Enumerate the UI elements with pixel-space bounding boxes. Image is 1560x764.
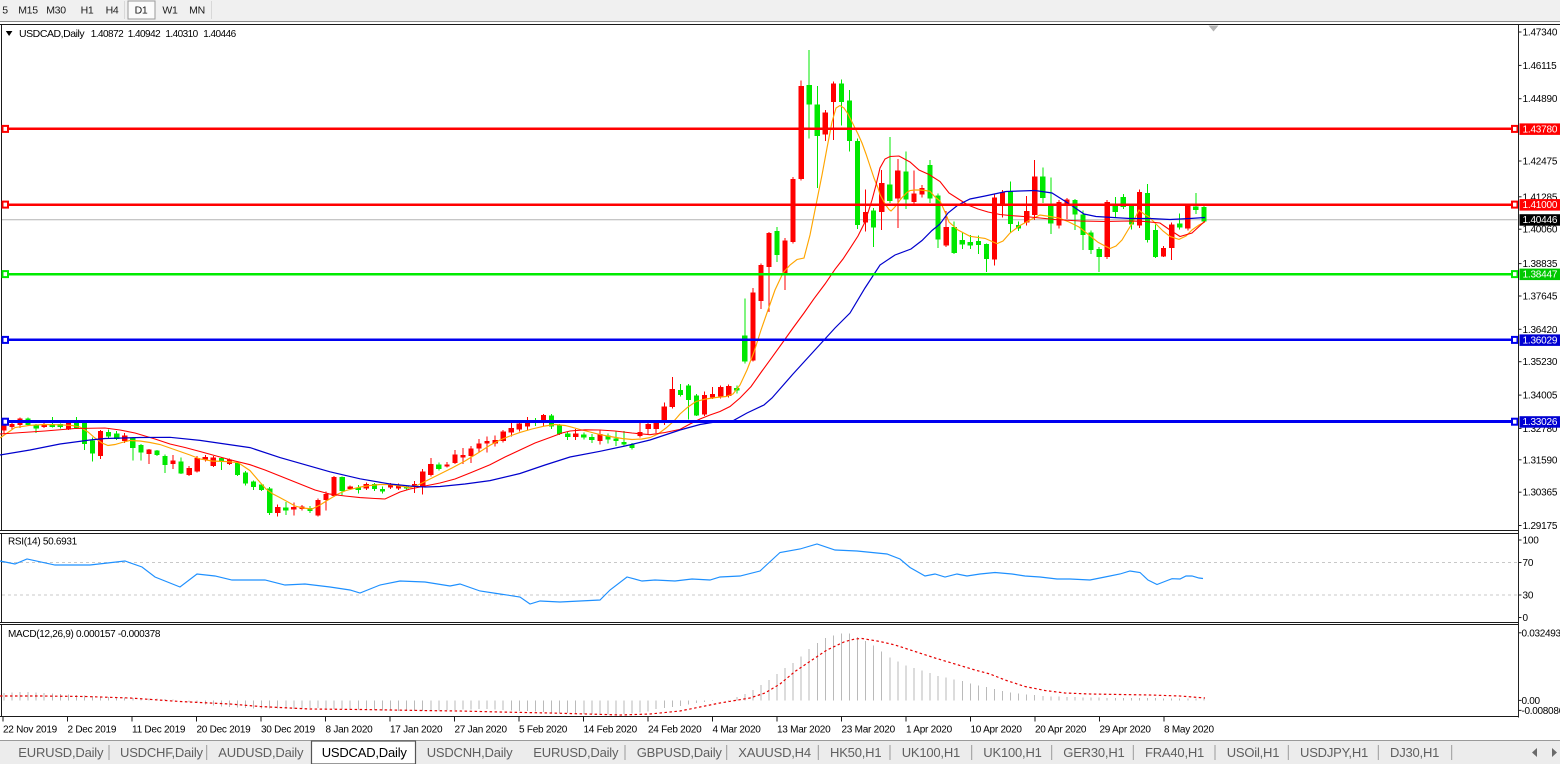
svg-text:USDCNH,Daily: USDCNH,Daily <box>427 745 513 760</box>
svg-text:1.36420: 1.36420 <box>1523 325 1558 336</box>
svg-text:1.38447: 1.38447 <box>1523 270 1558 281</box>
svg-text:27 Jan 2020: 27 Jan 2020 <box>455 725 508 736</box>
svg-text:1 Apr 2020: 1 Apr 2020 <box>906 725 953 736</box>
svg-text:100: 100 <box>1523 536 1540 547</box>
svg-text:1.41000: 1.41000 <box>1523 200 1558 211</box>
svg-text:HK50,H1: HK50,H1 <box>830 745 881 760</box>
svg-text:-0.008086: -0.008086 <box>1522 706 1560 717</box>
svg-text:1.40446: 1.40446 <box>203 29 236 40</box>
svg-text:1.35230: 1.35230 <box>1523 357 1558 368</box>
svg-text:1.37645: 1.37645 <box>1523 292 1558 303</box>
svg-text:H1: H1 <box>81 5 94 17</box>
svg-text:UK100,H1: UK100,H1 <box>902 745 960 760</box>
svg-text:4 Mar 2020: 4 Mar 2020 <box>713 725 762 736</box>
svg-text:5: 5 <box>2 5 8 17</box>
svg-text:10 Apr 2020: 10 Apr 2020 <box>971 725 1023 736</box>
svg-text:23 Mar 2020: 23 Mar 2020 <box>842 725 896 736</box>
svg-text:MACD(12,26,9) 0.000157 -0.0003: MACD(12,26,9) 0.000157 -0.000378 <box>8 629 161 640</box>
svg-text:GBPUSD,Daily: GBPUSD,Daily <box>637 745 723 760</box>
svg-text:USDCHF,Daily: USDCHF,Daily <box>120 745 204 760</box>
svg-text:0.00: 0.00 <box>1522 696 1541 707</box>
svg-text:1.40872: 1.40872 <box>91 29 124 40</box>
svg-text:1.31590: 1.31590 <box>1523 455 1558 466</box>
svg-text:1.38835: 1.38835 <box>1523 259 1558 270</box>
svg-text:1.36029: 1.36029 <box>1523 335 1558 346</box>
svg-text:0: 0 <box>1523 613 1529 624</box>
svg-text:USDCAD,Daily: USDCAD,Daily <box>322 745 408 760</box>
svg-text:DJ30,H1: DJ30,H1 <box>1390 745 1439 760</box>
svg-text:1.40446: 1.40446 <box>1523 215 1558 226</box>
svg-text:29 Apr 2020: 29 Apr 2020 <box>1100 725 1152 736</box>
svg-text:D1: D1 <box>135 5 148 17</box>
svg-text:22 Nov 2019: 22 Nov 2019 <box>3 725 58 736</box>
svg-text:20 Apr 2020: 20 Apr 2020 <box>1035 725 1087 736</box>
svg-text:20 Dec 2019: 20 Dec 2019 <box>197 725 252 736</box>
svg-text:USDCAD,Daily: USDCAD,Daily <box>19 28 85 40</box>
svg-text:RSI(14) 50.6931: RSI(14) 50.6931 <box>8 537 78 548</box>
svg-text:8 Jan 2020: 8 Jan 2020 <box>326 725 374 736</box>
svg-text:11 Dec 2019: 11 Dec 2019 <box>132 725 186 736</box>
svg-text:1.40060: 1.40060 <box>1523 225 1558 236</box>
svg-text:30 Dec 2019: 30 Dec 2019 <box>261 725 316 736</box>
svg-text:1.42475: 1.42475 <box>1523 157 1558 168</box>
svg-text:14 Feb 2020: 14 Feb 2020 <box>584 725 638 736</box>
svg-text:1.41285: 1.41285 <box>1523 192 1558 203</box>
svg-text:USOil,H1: USOil,H1 <box>1227 745 1280 760</box>
svg-text:USDJPY,H1: USDJPY,H1 <box>1300 745 1368 760</box>
svg-text:UK100,H1: UK100,H1 <box>983 745 1041 760</box>
svg-text:1.32780: 1.32780 <box>1523 424 1558 435</box>
svg-text:13 Mar 2020: 13 Mar 2020 <box>777 725 831 736</box>
svg-text:8 May 2020: 8 May 2020 <box>1164 725 1214 736</box>
svg-text:W1: W1 <box>162 5 178 17</box>
svg-text:1.40310: 1.40310 <box>165 29 198 40</box>
svg-text:5 Feb 2020: 5 Feb 2020 <box>519 725 568 736</box>
svg-text:GER30,H1: GER30,H1 <box>1063 745 1124 760</box>
svg-text:EURUSD,Daily: EURUSD,Daily <box>18 745 104 760</box>
svg-text:2 Dec 2019: 2 Dec 2019 <box>68 725 117 736</box>
svg-text:AUDUSD,Daily: AUDUSD,Daily <box>218 745 304 760</box>
svg-text:1.46115: 1.46115 <box>1523 61 1558 72</box>
svg-text:1.30365: 1.30365 <box>1523 488 1558 499</box>
svg-text:1.47340: 1.47340 <box>1523 28 1558 39</box>
svg-text:FRA40,H1: FRA40,H1 <box>1145 745 1204 760</box>
svg-text:0.032493: 0.032493 <box>1522 628 1560 639</box>
svg-text:1.40942: 1.40942 <box>128 29 161 40</box>
svg-text:1.44890: 1.44890 <box>1523 94 1558 105</box>
svg-text:1.34005: 1.34005 <box>1523 391 1558 402</box>
svg-text:1.43780: 1.43780 <box>1523 124 1558 135</box>
svg-text:30: 30 <box>1523 591 1534 602</box>
svg-text:M15: M15 <box>18 5 38 17</box>
svg-text:70: 70 <box>1523 558 1534 569</box>
svg-text:H4: H4 <box>106 5 119 17</box>
svg-text:24 Feb 2020: 24 Feb 2020 <box>648 725 702 736</box>
svg-text:17 Jan 2020: 17 Jan 2020 <box>390 725 443 736</box>
svg-text:EURUSD,Daily: EURUSD,Daily <box>533 745 619 760</box>
svg-text:M30: M30 <box>46 5 66 17</box>
svg-text:1.33026: 1.33026 <box>1523 417 1558 428</box>
svg-text:XAUUSD,H4: XAUUSD,H4 <box>738 745 811 760</box>
svg-text:1.29175: 1.29175 <box>1523 521 1558 532</box>
svg-text:MN: MN <box>189 5 205 17</box>
